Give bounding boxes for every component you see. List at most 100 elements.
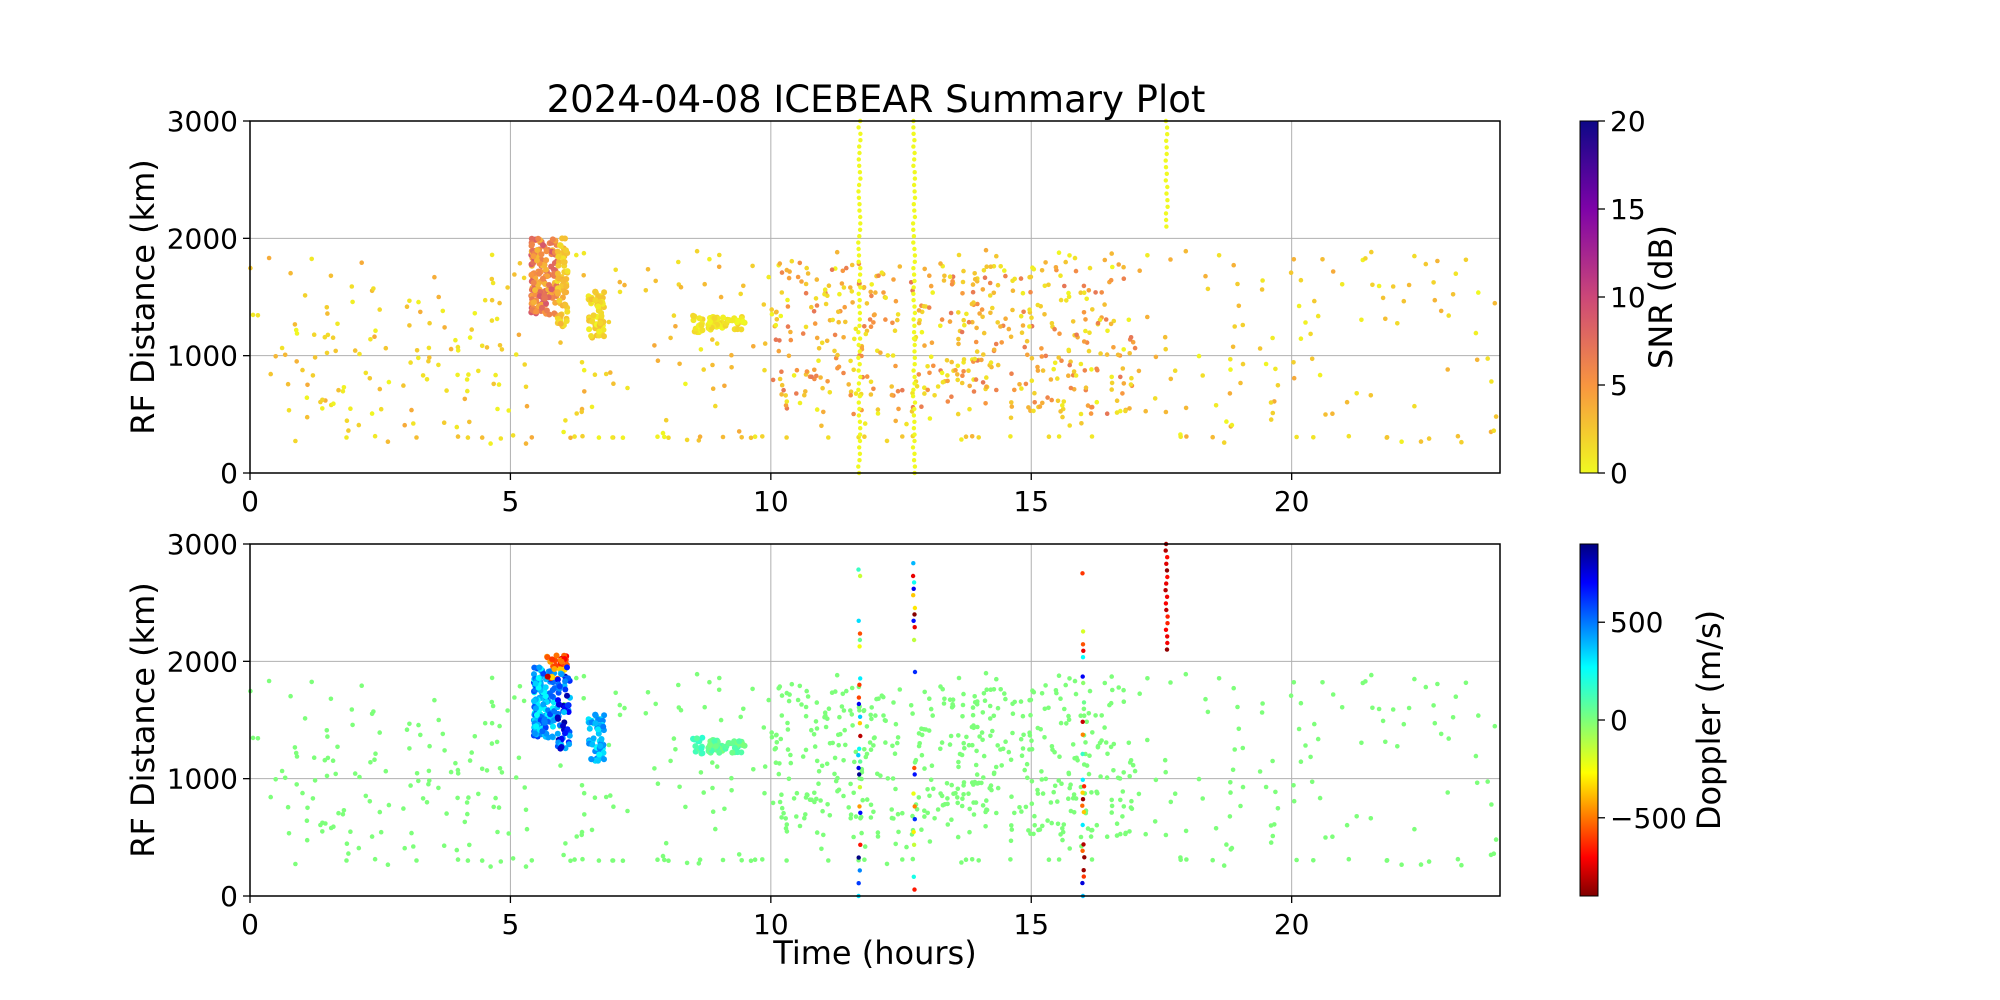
scatter-point: [938, 323, 943, 329]
scatter-point: [710, 785, 715, 791]
scatter-point: [856, 253, 862, 258]
scatter-point: [889, 815, 895, 821]
y-tick-label: 1000: [167, 340, 238, 373]
scatter-point: [1008, 415, 1014, 421]
scatter-point: [795, 274, 801, 280]
scatter-point: [912, 195, 918, 200]
scatter-point: [911, 458, 917, 463]
scatter-point: [279, 768, 285, 774]
snr-y-axis-label: RF Distance (km): [124, 159, 162, 435]
scatter-point: [466, 795, 471, 800]
scatter-point: [531, 698, 537, 704]
scatter-point: [1067, 846, 1072, 851]
scatter-point: [938, 746, 943, 752]
scatter-point: [1080, 629, 1086, 634]
scatter-point: [1435, 258, 1440, 264]
scatter-point: [536, 664, 543, 671]
scatter-point: [956, 310, 961, 315]
scatter-point: [1383, 739, 1388, 745]
scatter-point: [1081, 874, 1087, 879]
scatter-point: [564, 308, 571, 315]
scatter-point: [879, 270, 885, 276]
scatter-point: [984, 375, 989, 380]
scatter-point: [1028, 712, 1033, 718]
scatter-point: [857, 317, 862, 322]
scatter-point: [694, 671, 700, 677]
scatter-point: [699, 327, 706, 334]
scatter-point: [967, 829, 972, 835]
scatter-point: [1230, 344, 1236, 350]
scatter-point: [655, 434, 660, 440]
scatter-point: [1031, 689, 1037, 695]
scatter-point: [856, 618, 861, 623]
scatter-point: [850, 300, 855, 305]
scatter-point: [1029, 801, 1035, 806]
scatter-point: [962, 745, 967, 751]
scatter-point: [304, 395, 310, 401]
x-tick-label: 0: [241, 908, 259, 941]
scatter-point: [869, 293, 874, 299]
scatter-point: [769, 307, 774, 312]
scatter-point: [1081, 762, 1087, 767]
scatter-point: [596, 435, 602, 440]
scatter-point: [912, 765, 917, 771]
scatter-point: [970, 282, 976, 287]
scatter-point: [1043, 353, 1049, 359]
scatter-point: [912, 259, 917, 264]
scatter-point: [579, 409, 584, 415]
scatter-point: [522, 785, 527, 790]
scatter-point: [1164, 607, 1169, 613]
scatter-point: [835, 365, 840, 371]
colorbar-tick-label: 0: [1610, 457, 1628, 490]
scatter-point: [955, 800, 960, 806]
scatter-point: [603, 794, 609, 800]
scatter-point: [1003, 316, 1008, 322]
scatter-point: [926, 728, 932, 733]
doppler-y-axis-label: RF Distance (km): [124, 582, 162, 858]
snr-colorbar-label: SNR (dB): [1642, 225, 1680, 369]
scatter-point: [697, 857, 703, 862]
scatter-point: [1095, 743, 1101, 749]
scatter-point: [645, 690, 651, 695]
scatter-point: [349, 707, 355, 712]
scatter-point: [864, 301, 870, 306]
snr-plot-frame: [249, 120, 1501, 474]
scatter-point: [912, 772, 917, 777]
scatter-point: [912, 400, 918, 405]
scatter-point: [955, 411, 961, 417]
scatter-point: [349, 284, 355, 289]
scatter-point: [479, 858, 485, 863]
scatter-point: [1108, 321, 1114, 327]
scatter-point: [1104, 834, 1110, 839]
scatter-point: [869, 716, 874, 722]
scatter-point: [809, 727, 814, 733]
scatter-point: [574, 411, 579, 416]
scatter-point: [1039, 346, 1044, 351]
scatter-point: [668, 335, 673, 341]
x-tick-label: 5: [502, 908, 520, 941]
scatter-point: [581, 673, 587, 679]
scatter-point: [643, 288, 649, 293]
scatter-point: [465, 858, 471, 863]
scatter-point: [856, 195, 862, 200]
scatter-point: [716, 264, 722, 270]
scatter-point: [442, 325, 447, 330]
scatter-point: [1143, 408, 1148, 414]
scatter-point: [683, 381, 688, 387]
scatter-point: [1035, 725, 1041, 731]
scatter-point: [910, 711, 915, 716]
scatter-point: [942, 696, 947, 702]
scatter-point: [453, 337, 458, 343]
scatter-point: [1303, 743, 1308, 748]
scatter-point: [777, 684, 783, 689]
scatter-point: [489, 252, 495, 258]
scatter-point: [739, 435, 744, 440]
scatter-point: [848, 358, 853, 364]
scatter-point: [1035, 791, 1041, 796]
scatter-point: [789, 258, 795, 264]
scatter-point: [857, 445, 862, 450]
scatter-point: [871, 809, 876, 815]
scatter-point: [972, 271, 977, 276]
scatter-point: [1035, 364, 1040, 370]
scatter-point: [505, 285, 510, 290]
